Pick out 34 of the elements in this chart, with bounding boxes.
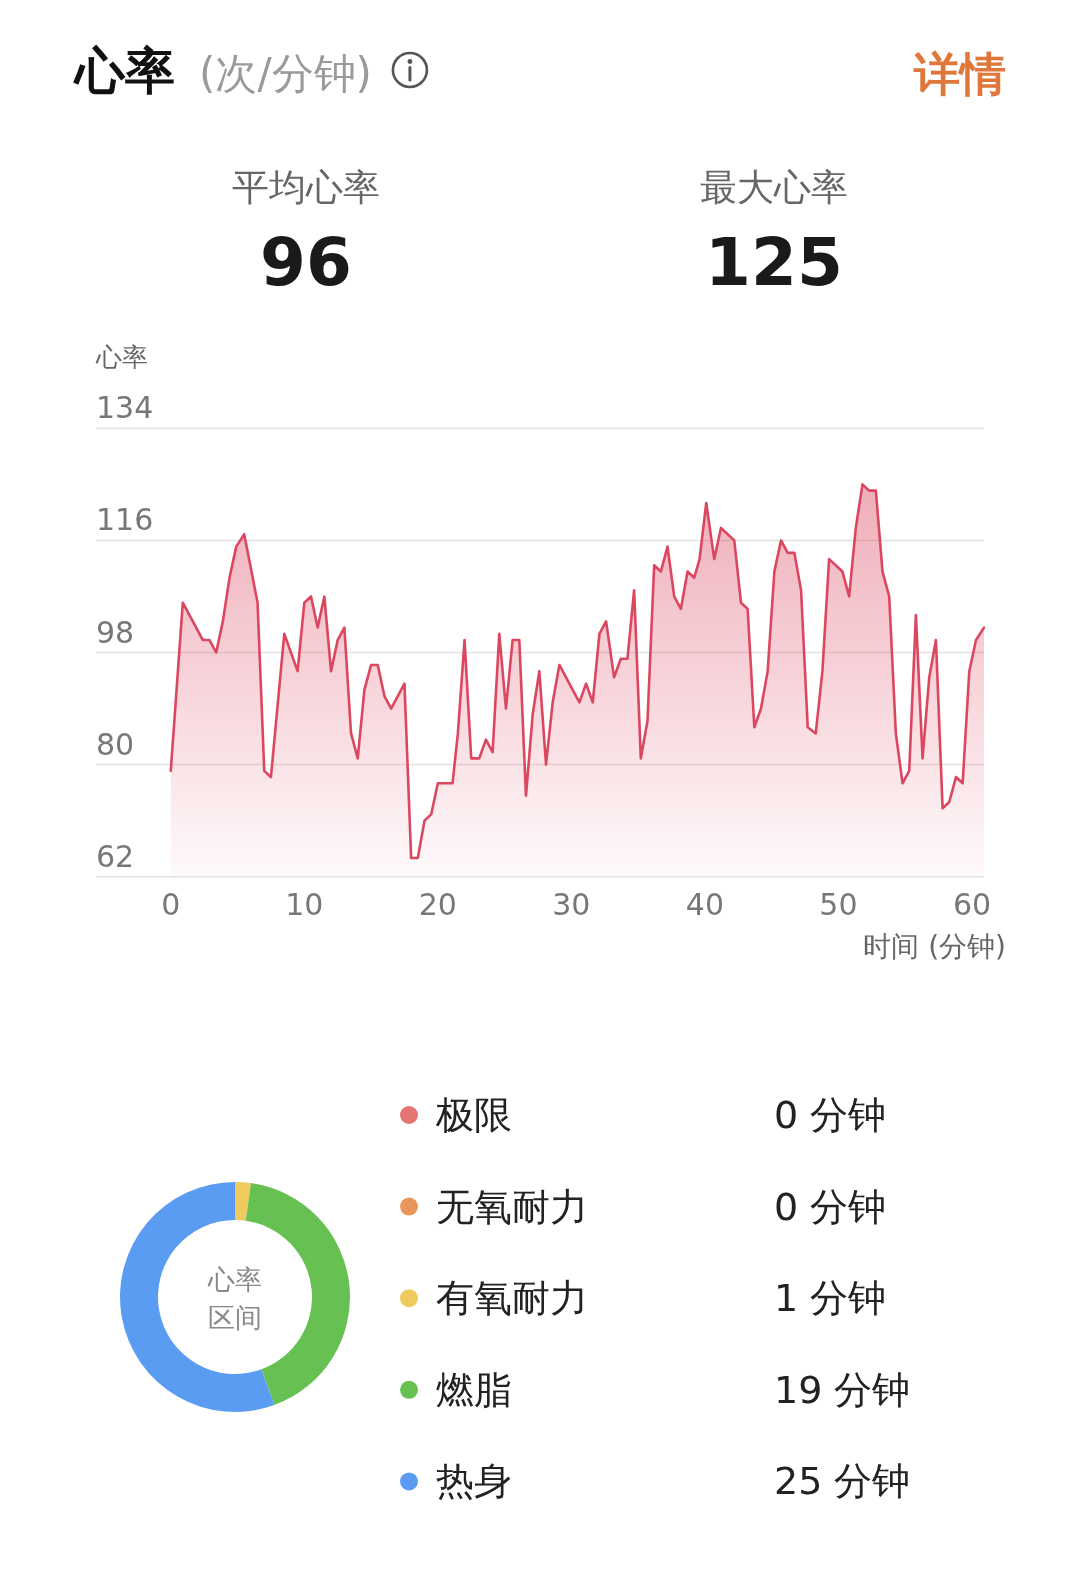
legend-label: 热身 xyxy=(436,1459,512,1504)
legend-label: 有氧耐力 xyxy=(436,1276,588,1321)
text: 0 分钟 xyxy=(774,1093,887,1137)
text: 0 分钟 xyxy=(774,1184,887,1229)
data-label: 19 分钟 xyxy=(774,1367,911,1412)
text: 心率区间 xyxy=(207,1264,262,1333)
y-tick-label: 62 xyxy=(96,838,135,874)
text: 详情 xyxy=(913,47,1006,101)
data-label: 1 分钟 xyxy=(774,1276,887,1321)
y-tick-label: 98 xyxy=(96,614,135,650)
text: 平均心率 xyxy=(232,166,380,209)
donut-slice xyxy=(120,1182,275,1412)
x-tick-label: 50 xyxy=(819,887,858,922)
text: 最大心率 xyxy=(700,166,848,209)
text: 心率 xyxy=(73,42,175,100)
x-tick-label: 20 xyxy=(418,887,457,922)
y-axis-title: 心率 xyxy=(95,342,148,372)
legend-label: 极限 xyxy=(435,1093,512,1137)
text: (次/分钟) xyxy=(199,49,372,98)
y-tick-label: 134 xyxy=(96,390,154,426)
donut-slice xyxy=(235,1182,252,1221)
legend-label: 燃脂 xyxy=(436,1367,512,1412)
x-tick-label: 60 xyxy=(952,887,992,922)
legend-label: 无氧耐力 xyxy=(436,1184,588,1229)
x-tick-label: 10 xyxy=(285,887,324,922)
text: 125 xyxy=(705,224,843,301)
y-tick-label: 116 xyxy=(96,502,154,538)
x-axis-title: 时间 (分钟) xyxy=(863,930,1006,963)
x-tick-label: 0 xyxy=(161,887,181,922)
text: 96 xyxy=(260,224,352,301)
x-tick-label: 40 xyxy=(685,887,725,922)
y-tick-label: 80 xyxy=(96,726,135,762)
data-label: 25 分钟 xyxy=(774,1459,911,1504)
x-tick-label: 30 xyxy=(552,887,591,922)
